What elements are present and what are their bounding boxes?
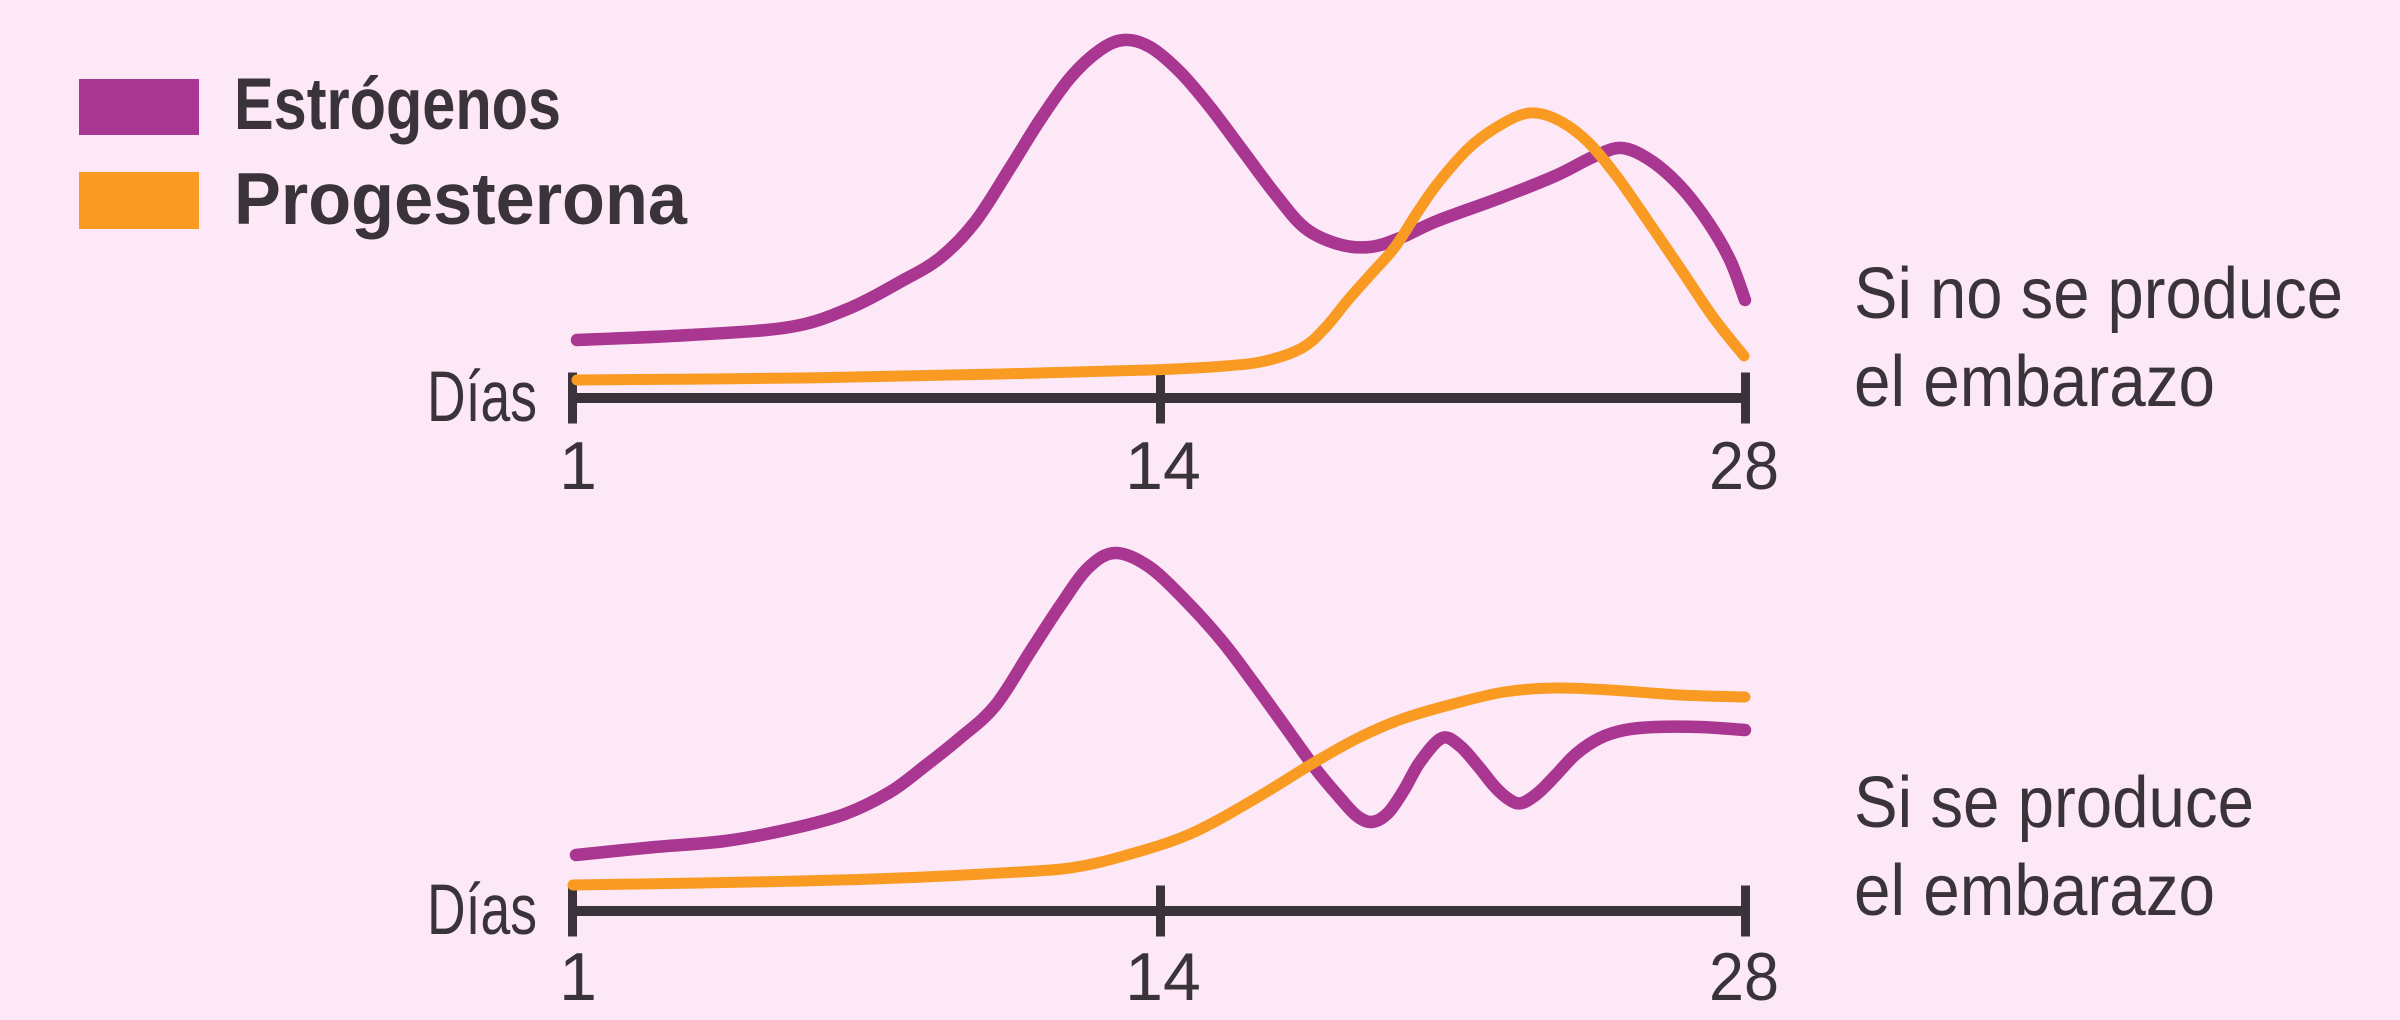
svg-text:Progesterona: Progesterona bbox=[234, 159, 688, 240]
svg-text:14: 14 bbox=[1125, 428, 1201, 504]
svg-text:Estrógenos: Estrógenos bbox=[234, 64, 561, 145]
svg-text:28: 28 bbox=[1709, 939, 1779, 1015]
svg-text:Si se produce: Si se produce bbox=[1854, 763, 2254, 843]
svg-text:Días: Días bbox=[427, 871, 537, 950]
svg-text:el embarazo: el embarazo bbox=[1854, 342, 2215, 422]
svg-text:1: 1 bbox=[559, 939, 597, 1015]
svg-text:Días: Días bbox=[427, 358, 537, 437]
svg-text:14: 14 bbox=[1125, 939, 1201, 1015]
svg-text:1: 1 bbox=[559, 428, 597, 504]
svg-text:28: 28 bbox=[1709, 428, 1779, 504]
svg-text:Si no se produce: Si no se produce bbox=[1854, 254, 2343, 334]
svg-text:el embarazo: el embarazo bbox=[1854, 851, 2215, 931]
